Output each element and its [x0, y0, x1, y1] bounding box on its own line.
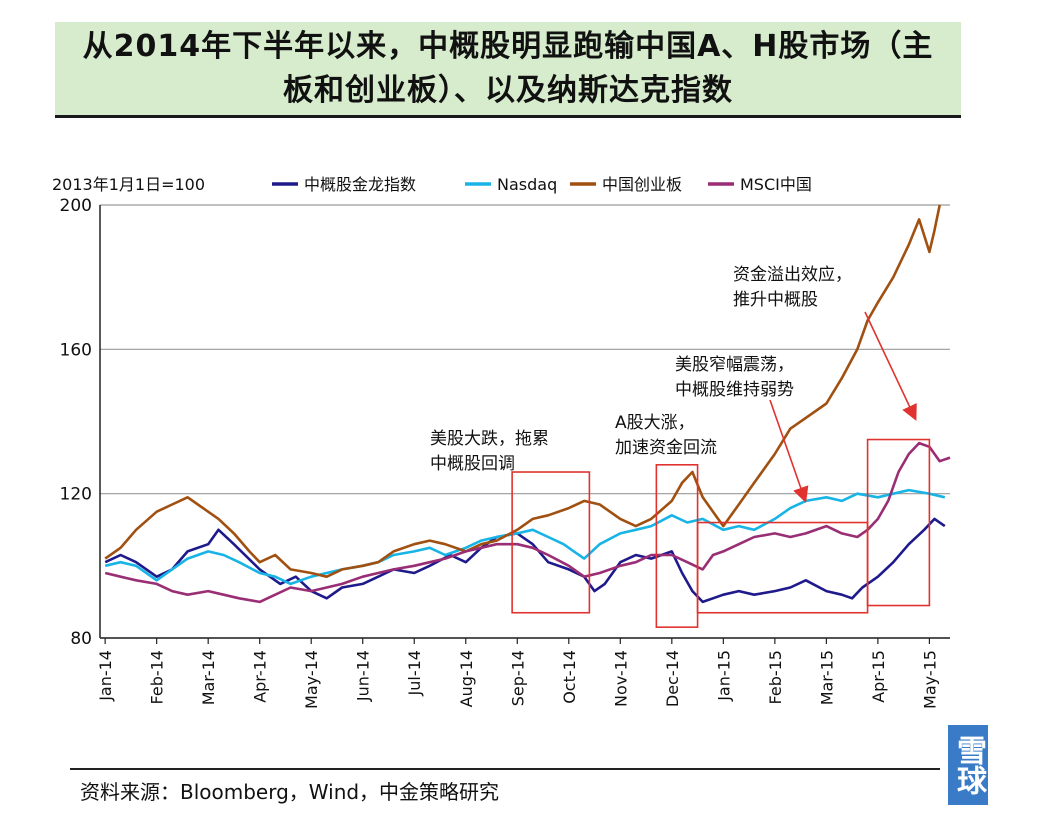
xueqiu-logo-badge: 雪球: [948, 725, 988, 805]
legend-label: 中国创业板: [602, 175, 682, 194]
annotation-arrow: [864, 311, 917, 421]
annotation-text: 中概股回调: [430, 454, 515, 474]
y-tick-label: 160: [60, 340, 92, 360]
annotation-box: [655, 463, 699, 628]
x-tick-label: Mar-15: [817, 650, 836, 705]
x-tick-label: Jan-15: [714, 650, 733, 702]
annotation-box: [511, 471, 591, 614]
series-line: [104, 488, 946, 586]
source-note: 资料来源：Bloomberg，Wind，中金策略研究: [80, 780, 500, 804]
legend-label: Nasdaq: [497, 175, 557, 194]
x-tick-label: Mar-14: [199, 650, 218, 705]
x-tick-label: Oct-14: [560, 650, 579, 704]
series-line: [104, 441, 951, 604]
x-tick-label: Jan-14: [96, 650, 115, 702]
base-note: 2013年1月1日=100: [52, 175, 205, 194]
y-tick-label: 80: [70, 629, 92, 649]
annotation-text: 美股窄幅震荡，: [675, 355, 794, 375]
legend-label: 中概股金龙指数: [304, 175, 416, 194]
x-tick-label: Apr-14: [251, 650, 270, 703]
x-tick-label: Nov-14: [611, 650, 630, 707]
series-line: [104, 204, 941, 578]
x-tick-label: Feb-14: [148, 650, 167, 704]
annotation-text: 资金溢出效应，: [733, 265, 852, 285]
title-banner: 从2014年下半年以来，中概股明显跑输中国A、H股市场（主 板和创业板）、以及纳斯…: [55, 22, 961, 118]
source-divider: [70, 768, 940, 770]
chart-title: 从2014年下半年以来，中概股明显跑输中国A、H股市场（主 板和创业板）、以及纳斯…: [82, 28, 934, 108]
y-tick-label: 200: [60, 196, 92, 216]
annotation-box: [866, 438, 931, 607]
annotation-arrow: [769, 399, 809, 504]
annotation-text: 中概股维持弱势: [675, 380, 794, 400]
x-tick-label: Sep-14: [508, 650, 527, 706]
annotation-text: 美股大跌，拖累: [430, 429, 549, 449]
y-tick-label: 120: [60, 485, 92, 505]
series-line: [104, 517, 946, 604]
annotation-text: A股大涨，: [615, 413, 695, 433]
x-tick-label: Apr-15: [869, 650, 888, 703]
x-tick-label: Feb-15: [766, 650, 785, 704]
x-tick-label: May-15: [920, 650, 939, 709]
badge-text: 雪球: [951, 735, 986, 795]
x-tick-label: Jul-14: [405, 650, 424, 696]
x-tick-label: Aug-14: [457, 650, 476, 707]
legend-label: MSCI中国: [740, 175, 812, 194]
x-tick-label: Dec-14: [663, 650, 682, 707]
annotation-text: 推升中概股: [733, 290, 818, 310]
x-tick-label: Jun-14: [354, 650, 373, 702]
x-tick-label: May-14: [302, 650, 321, 709]
annotation-text: 加速资金回流: [615, 438, 717, 458]
